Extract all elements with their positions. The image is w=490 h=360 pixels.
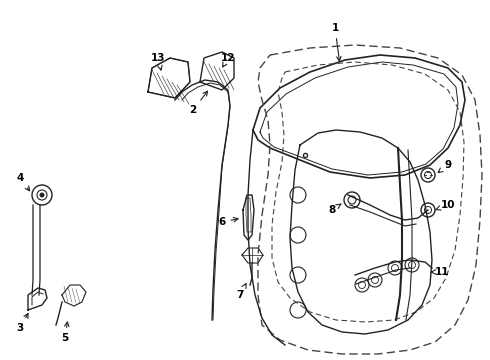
Text: 12: 12 [221,53,235,67]
Text: 13: 13 [151,53,165,70]
Text: 5: 5 [61,322,69,343]
Text: 8: 8 [328,204,341,215]
Text: 10: 10 [435,200,455,210]
Text: 4: 4 [16,173,29,191]
Circle shape [40,193,44,197]
Text: 6: 6 [219,217,238,227]
Text: 3: 3 [16,314,28,333]
Text: 2: 2 [189,91,208,115]
Text: 1: 1 [331,23,341,61]
Text: 7: 7 [236,284,246,300]
Text: 9: 9 [438,160,452,172]
Text: 11: 11 [431,267,449,277]
